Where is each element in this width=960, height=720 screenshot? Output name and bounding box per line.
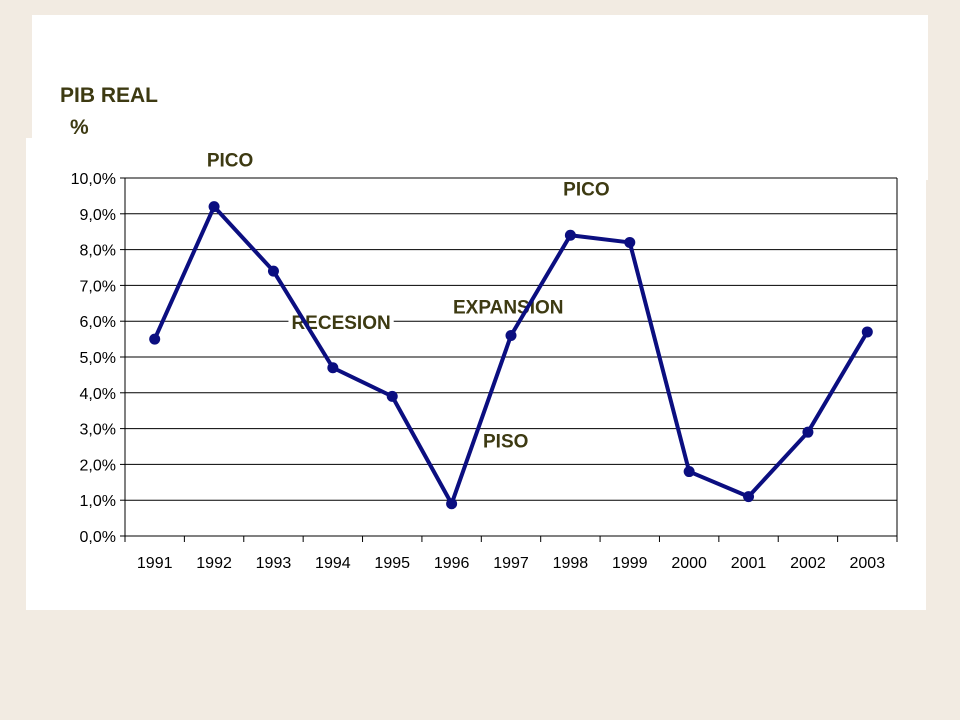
x-tick-label-2000: 2000 bbox=[671, 555, 707, 572]
y-tick-label-8: 8,0% bbox=[80, 243, 116, 260]
axes bbox=[120, 177, 898, 542]
data-point-1997 bbox=[505, 330, 517, 342]
y-tick-label-7: 7,0% bbox=[80, 278, 116, 295]
data-point-2000 bbox=[683, 466, 695, 478]
data-point-2001 bbox=[743, 491, 755, 503]
chart-panel bbox=[26, 138, 926, 610]
x-tick-label-1992: 1992 bbox=[196, 555, 232, 572]
data-point-1999 bbox=[624, 236, 636, 248]
annotation-0: PICO bbox=[207, 151, 253, 172]
data-point-2002 bbox=[802, 426, 814, 438]
series-line-0 bbox=[152, 204, 870, 506]
x-tick-label-1996: 1996 bbox=[434, 555, 470, 572]
data-point-1996 bbox=[446, 498, 458, 510]
annotation-bg-0 bbox=[203, 150, 257, 172]
data-point-1994 bbox=[327, 362, 339, 374]
data-point-1992 bbox=[208, 201, 220, 213]
x-tick-label-1993: 1993 bbox=[256, 555, 292, 572]
y-tick-label-9: 9,0% bbox=[80, 207, 116, 224]
y-tick-label-1: 1,0% bbox=[80, 493, 116, 510]
y-tick-label-3: 3,0% bbox=[80, 422, 116, 439]
data-point-1998 bbox=[564, 229, 576, 241]
y-tick-label-0: 0,0% bbox=[80, 529, 116, 546]
y-tick-label-5: 5,0% bbox=[80, 350, 116, 367]
annotation-1: PICO bbox=[563, 179, 609, 200]
annotations: PICO PICO RECESION EXPANSION PISO bbox=[203, 150, 613, 453]
data-point-1993 bbox=[267, 265, 279, 277]
y-tick-labels: 0,0% 1,0% 2,0% 3,0% 4,0% 5,0% 6,0% 7,0% 8,0% 9,0%… bbox=[71, 171, 116, 546]
y-tick-label-2: 2,0% bbox=[80, 457, 116, 474]
data-point-1991 bbox=[149, 333, 161, 345]
x-tick-label-2002: 2002 bbox=[790, 555, 826, 572]
grid-lines bbox=[125, 177, 897, 537]
annotation-bg-2 bbox=[288, 313, 394, 335]
annotation-bg-1 bbox=[560, 179, 613, 201]
x-tick-label-1998: 1998 bbox=[553, 555, 589, 572]
x-tick-labels: 1991 1992 1993 1994 1995 1996 1997 1998 1999 2000… bbox=[137, 555, 885, 572]
y-axis-title: PIB REAL bbox=[60, 84, 159, 107]
x-tick-label-1994: 1994 bbox=[315, 555, 351, 572]
y-tick-label-10: 10,0% bbox=[71, 171, 116, 188]
data-point-1995 bbox=[386, 390, 398, 402]
x-tick-label-1997: 1997 bbox=[493, 555, 529, 572]
y-axis-unit: % bbox=[70, 116, 89, 139]
annotation-bg-3 bbox=[450, 297, 567, 319]
annotation-4: PISO bbox=[483, 432, 528, 453]
x-tick-label-2001: 2001 bbox=[731, 555, 767, 572]
x-tick-label-1991: 1991 bbox=[137, 555, 173, 572]
x-tick-label-1999: 1999 bbox=[612, 555, 648, 572]
annotation-3: EXPANSION bbox=[453, 298, 564, 319]
series-gdp bbox=[149, 201, 873, 510]
x-tick-label-2003: 2003 bbox=[850, 555, 886, 572]
annotation-2: RECESION bbox=[291, 313, 390, 334]
x-tick-label-1995: 1995 bbox=[374, 555, 410, 572]
y-tick-label-6: 6,0% bbox=[80, 314, 116, 331]
data-point-2003 bbox=[861, 326, 873, 338]
y-tick-label-4: 4,0% bbox=[80, 386, 116, 403]
annotation-bg-4 bbox=[480, 431, 532, 453]
